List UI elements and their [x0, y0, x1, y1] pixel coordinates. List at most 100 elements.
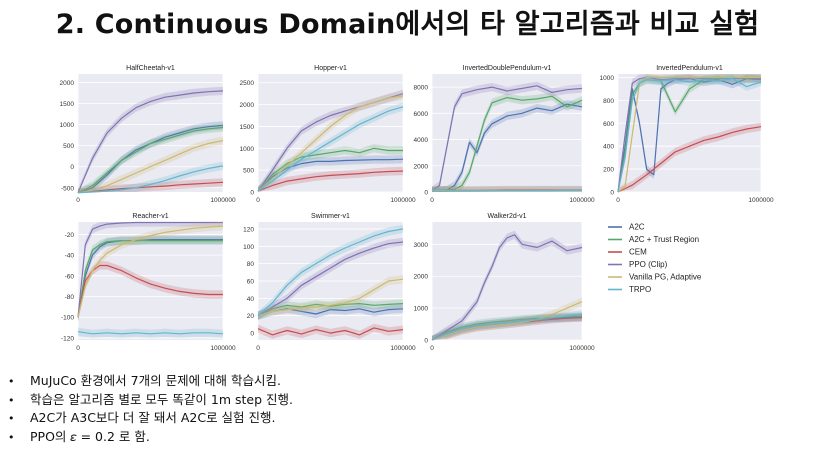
legend-label: A2C + Trust Region: [629, 235, 699, 244]
y-tick-label: 1500: [240, 124, 255, 131]
series-line-trpo: [77, 331, 224, 335]
y-tick-label: 60: [247, 279, 255, 286]
x-tick-label: 0: [76, 197, 80, 204]
series-line-vanilla-pg-adaptive: [77, 140, 224, 194]
series-band-ppo-clip: [78, 222, 223, 322]
legend: A2C A2C + Trust Region CEM PPO (Clip) Vanill…: [608, 223, 702, 294]
series-band-trpo: [432, 310, 582, 340]
series-line-cem: [257, 170, 404, 192]
x-tick-label: 0: [256, 345, 260, 352]
y-tick-label: 1000: [60, 122, 75, 129]
y-tick-label: 2000: [414, 274, 429, 281]
series-line-ppo-clip: [257, 241, 404, 317]
y-tick-label: -20: [65, 232, 75, 239]
series-band-a2c: [432, 100, 582, 192]
y-tick-label: 1000: [414, 306, 429, 313]
y-tick-label: 1500: [60, 101, 75, 108]
series-line-vanilla-pg-adaptive: [257, 95, 404, 192]
bullet-marker: •: [8, 375, 15, 388]
series-line-trpo: [257, 228, 404, 317]
bullet-marker: •: [8, 430, 15, 444]
chart-walker2d-v1: 0 1000 2000 3000 0 1000000 Walker2d-v1: [414, 213, 596, 352]
y-tick-label: 20: [247, 313, 255, 320]
chart-title: Reacher-v1: [132, 213, 168, 220]
chart-title: Hopper-v1: [314, 65, 347, 72]
x-tick-label: 1000000: [569, 345, 595, 352]
series-line-a2c-trust-region: [77, 240, 223, 318]
series-line-vanilla-pg-adaptive: [431, 301, 583, 341]
y-tick-label: 800: [603, 98, 614, 105]
series-band-trpo: [258, 224, 403, 320]
series-line-a2c-trust-region: [431, 95, 583, 192]
chart-title: InvertedPendulum-v1: [656, 65, 723, 72]
series-band-cem: [258, 323, 403, 339]
series-line-trpo: [77, 165, 224, 194]
series-line-vanilla-pg-adaptive: [617, 76, 761, 193]
series-line-cem: [257, 327, 404, 336]
series-line-a2c: [617, 77, 762, 193]
chart-title: InvertedDoublePendulum-v1: [463, 65, 552, 72]
y-tick-label: 0: [250, 190, 254, 197]
series-band-trpo: [78, 161, 223, 192]
chart-invertedpendulum-v1: 0 200 400 600 800 1000 0 1000000 InvertedPendulu…: [600, 65, 775, 204]
series-line-ppo-clip: [77, 90, 224, 194]
series-band-vanilla-pg-adaptive: [78, 222, 223, 322]
series-line-ppo-clip: [431, 234, 583, 341]
series-band-trpo: [258, 102, 403, 192]
legend-label: TRPO: [629, 285, 651, 294]
bullet-text: MuJuCo 환경에서 7개의 문제에 대해 학습시킴.: [30, 373, 281, 388]
plot-area: [78, 222, 223, 340]
y-tick-label: 0: [610, 190, 614, 197]
y-tick-label: -80: [65, 294, 75, 301]
x-tick-label: 1000000: [210, 197, 236, 204]
series-band-cem: [78, 178, 223, 192]
x-tick-label: 1000000: [210, 345, 236, 352]
x-tick-label: 0: [430, 345, 434, 352]
series-band-a2c-trust-region: [432, 312, 582, 340]
chart-title: Swimmer-v1: [311, 213, 350, 220]
y-tick-label: -40: [65, 253, 75, 260]
x-tick-label: 0: [616, 197, 620, 204]
y-tick-label: 500: [243, 168, 254, 175]
y-tick-label: 2000: [240, 102, 255, 109]
series-band-vanilla-pg-adaptive: [258, 91, 403, 192]
series-line-ppo-clip: [431, 85, 583, 192]
y-tick-label: -60: [65, 273, 75, 280]
x-tick-label: 1000000: [390, 345, 416, 352]
bullet-item: • MuJuCo 환경에서 7개의 문제에 대해 학습시킴.: [8, 372, 293, 391]
bullet-item: • 학습은 알고리즘 별로 모두 똑같이 1m step 진행.: [8, 391, 293, 410]
plot-area: [78, 74, 223, 192]
legend-label: PPO (Clip): [629, 260, 668, 269]
bullet-marker: •: [8, 412, 15, 425]
y-tick-label: 1000: [240, 146, 255, 153]
y-tick-label: 3000: [414, 242, 429, 249]
y-tick-label: 4000: [414, 137, 429, 144]
legend-label: CEM: [629, 248, 647, 257]
y-tick-label: 0: [424, 190, 428, 197]
y-tick-label: 100: [243, 244, 254, 251]
series-band-ppo-clip: [258, 237, 403, 320]
chart-hopper-v1: 0 500 1000 1500 2000 2500 0 1000000 Hopper-v1: [240, 65, 417, 204]
y-tick-label: 2000: [414, 163, 429, 170]
series-line-cem: [77, 181, 224, 194]
y-tick-label: 8000: [414, 85, 429, 92]
y-tick-label: 200: [603, 167, 614, 174]
series-line-trpo: [617, 77, 762, 193]
series-line-trpo: [431, 189, 582, 192]
chart-title: HalfCheetah-v1: [126, 65, 175, 72]
bullet-text: 학습은 알고리즘 별로 모두 똑같이 1m step 진행.: [30, 391, 293, 407]
series-band-cem: [78, 261, 223, 322]
legend-label: Vanilla PG, Adaptive: [629, 273, 702, 282]
bullet-text: A2C가 A3C보다 더 잘 돼서 A2C로 실험 진행.: [30, 410, 276, 425]
x-tick-label: 1000000: [748, 197, 774, 204]
series-band-ppo-clip: [258, 89, 403, 192]
series-band-ppo-clip: [432, 81, 582, 192]
bullet-marker: •: [8, 393, 15, 407]
y-tick-label: 2500: [240, 80, 255, 87]
series-line-a2c: [431, 103, 583, 192]
x-tick-label: 1000000: [569, 197, 595, 204]
series-line-a2c-trust-region: [77, 126, 224, 194]
x-tick-label: 1000000: [390, 197, 416, 204]
y-tick-label: 80: [247, 261, 255, 268]
